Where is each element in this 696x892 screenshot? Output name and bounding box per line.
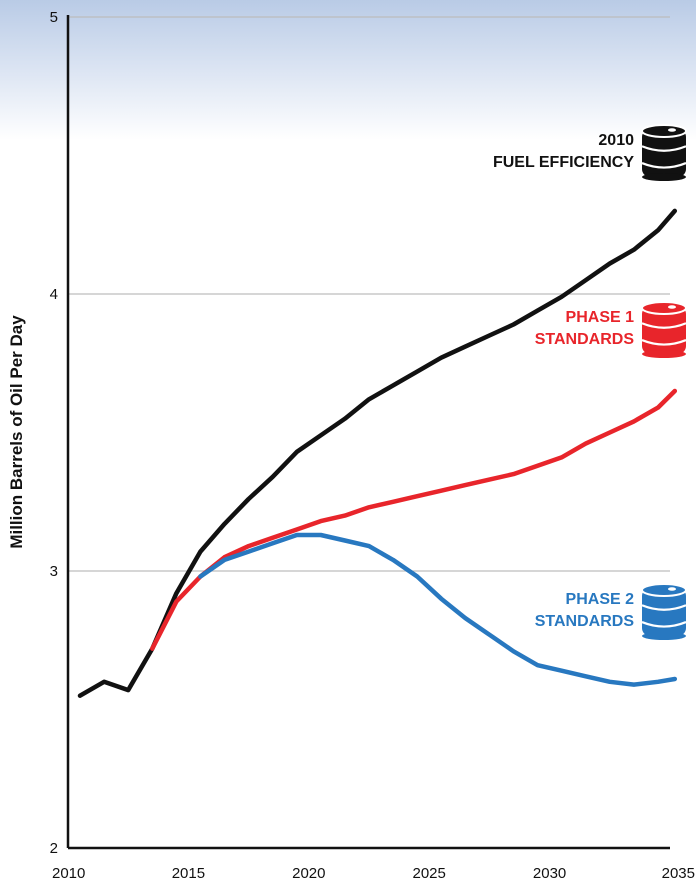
- y-tick-label: 3: [50, 563, 58, 580]
- barrel-ring: [641, 339, 687, 346]
- annotation-label: PHASE 1: [566, 309, 635, 326]
- barrel-base: [642, 632, 686, 640]
- barrel-ring: [641, 322, 687, 329]
- annotation-label: STANDARDS: [535, 613, 635, 630]
- barrel-ring: [641, 604, 687, 611]
- x-tick-label: 2010: [52, 865, 85, 882]
- series-line-1: [77, 208, 678, 698]
- barrel-lid: [641, 301, 687, 315]
- y-tick-labels: 2 3 4 5: [50, 9, 58, 857]
- oil-barrel-icon: [641, 124, 687, 181]
- series-lines: [77, 208, 678, 698]
- barrel-ring: [641, 621, 687, 628]
- axes: [66, 15, 670, 850]
- gridlines: [68, 16, 670, 572]
- x-tick-label: 2030: [533, 865, 566, 882]
- barrel-cap: [668, 305, 676, 309]
- series-line-3: [198, 532, 678, 687]
- barrel-lid: [641, 583, 687, 597]
- barrel-cap: [668, 128, 676, 132]
- annotation-label: 2010: [598, 132, 634, 149]
- series-line-2: [150, 388, 678, 651]
- barrel-body: [642, 588, 686, 636]
- barrel-ring: [641, 145, 687, 152]
- barrel-lid: [641, 124, 687, 138]
- x-tick-label: 2020: [292, 865, 325, 882]
- y-axis-label: Million Barrels of Oil Per Day: [7, 315, 26, 549]
- x-tick-label: 2015: [172, 865, 205, 882]
- y-tick-label: 5: [50, 9, 58, 26]
- y-tick-label: 2: [50, 840, 58, 857]
- x-tick-labels: 2010 2015 2020 2025 2030 2035: [52, 865, 695, 882]
- y-tick-label: 4: [50, 286, 58, 303]
- x-tick-label: 2025: [413, 865, 446, 882]
- barrel-body: [642, 306, 686, 354]
- annotation-label: PHASE 2: [566, 591, 635, 608]
- barrel-base: [642, 173, 686, 181]
- barrel-body: [642, 129, 686, 177]
- header-gradient: [0, 0, 696, 140]
- annotation-label: STANDARDS: [535, 331, 635, 348]
- series-annotations: 2010 FUEL EFFICIENCY PHASE 1 STANDARDS PHASE…: [493, 124, 687, 640]
- barrel-base: [642, 350, 686, 358]
- oil-barrel-icon: [641, 583, 687, 640]
- oil-barrel-icon: [641, 301, 687, 358]
- barrel-cap: [668, 587, 676, 591]
- barrel-ring: [641, 162, 687, 169]
- x-tick-label: 2035: [662, 865, 695, 882]
- annotation-label: FUEL EFFICIENCY: [493, 154, 634, 171]
